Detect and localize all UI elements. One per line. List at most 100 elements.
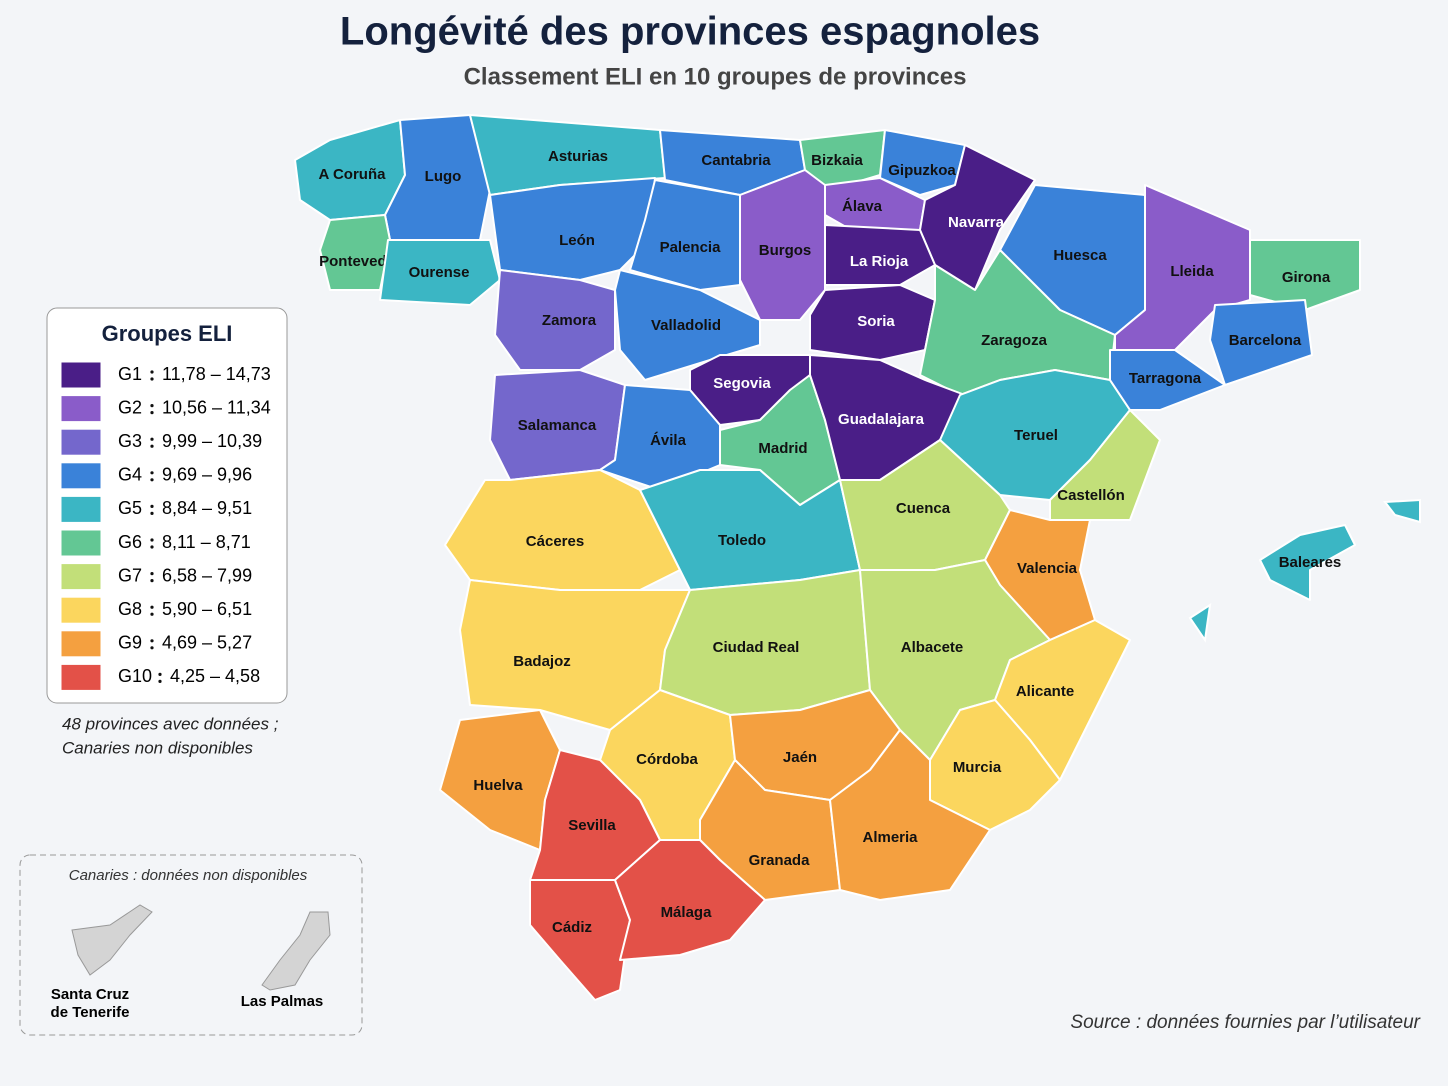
- province-label: Cáceres: [526, 533, 584, 550]
- legend-separator: [150, 377, 154, 381]
- island-label: de Tenerife: [51, 1004, 130, 1021]
- legend-range: 11,78 – 14,73: [162, 364, 271, 384]
- province-label: Madrid: [758, 440, 807, 457]
- province-label: Almeria: [862, 829, 918, 846]
- legend-swatch: [60, 663, 102, 691]
- legend-separator: [150, 504, 154, 508]
- legend-range: 9,69 – 9,96: [162, 465, 252, 485]
- province-label: Castellón: [1057, 487, 1125, 504]
- province-label: León: [559, 232, 595, 249]
- province-label: Segovia: [713, 375, 771, 392]
- legend-group: G9: [118, 633, 142, 653]
- legend-separator: [150, 605, 154, 609]
- province: [879, 129, 966, 196]
- legend-separator: [150, 639, 154, 643]
- province-label: Málaga: [661, 904, 713, 921]
- legend-swatch: [60, 563, 102, 591]
- island-label: Santa Cruz: [51, 986, 129, 1003]
- province-label: A Coruña: [319, 166, 387, 183]
- province-label: Córdoba: [636, 751, 698, 768]
- legend-group: G7: [118, 565, 142, 585]
- province: [1383, 498, 1421, 524]
- province-label: Soria: [857, 313, 895, 330]
- province-label: Jaén: [783, 749, 817, 766]
- province-label: Ávila: [650, 432, 687, 449]
- province: [1109, 349, 1226, 411]
- province-label: Albacete: [901, 639, 964, 656]
- legend-separator: [158, 679, 162, 684]
- province-label: Girona: [1282, 269, 1331, 286]
- canarias-title: Canaries : données non disponibles: [69, 867, 308, 884]
- legend-separator: [150, 646, 154, 650]
- legend-range: 6,58 – 7,99: [162, 565, 252, 585]
- province-label: Barcelona: [1229, 332, 1302, 349]
- province-label: Salamanca: [518, 417, 597, 434]
- legend-group: G4: [118, 465, 142, 485]
- legend-separator: [158, 672, 162, 677]
- province-label: Valladolid: [651, 317, 721, 334]
- province-label: Ciudad Real: [713, 639, 800, 656]
- province-label: Lleida: [1170, 263, 1214, 280]
- legend-swatch: [60, 596, 102, 624]
- note: Canaries non disponibles: [62, 738, 253, 757]
- province-label: Bizkaia: [811, 152, 863, 169]
- province-label: Asturias: [548, 148, 608, 165]
- legend-swatch: [60, 428, 102, 456]
- province: [1049, 409, 1161, 521]
- legend-separator: [150, 572, 154, 576]
- legend-separator: [150, 511, 154, 515]
- title: Longévité des provinces espagnoles: [340, 10, 1040, 54]
- note: 48 provinces avec données ;: [62, 714, 279, 733]
- province: [614, 839, 766, 961]
- legend-group: G5: [118, 498, 142, 518]
- legend-group: G10: [118, 666, 152, 686]
- province-label: Cantabria: [701, 152, 771, 169]
- legend-range: 4,69 – 5,27: [162, 633, 252, 653]
- legend-separator: [150, 612, 154, 616]
- province-label: Pontevedra: [319, 253, 401, 270]
- province-label: Lugo: [425, 168, 462, 185]
- legend-title: Groupes ELI: [102, 321, 233, 346]
- legend-separator: [150, 411, 154, 415]
- legend-swatch: [60, 462, 102, 490]
- provinces: A Coruña Lugo Pontevedra Ourense Asturias Leó…: [294, 114, 1421, 1001]
- legend-swatch: [60, 630, 102, 658]
- province: [494, 269, 616, 371]
- province-label: Navarra: [948, 214, 1005, 231]
- province-label: Zaragoza: [981, 332, 1048, 349]
- legend-group: G2: [118, 397, 142, 417]
- legend-range: 5,90 – 6,51: [162, 599, 252, 619]
- province-label: Zamora: [542, 312, 597, 329]
- province-label: Cuenca: [896, 500, 951, 517]
- province-label: Cádiz: [552, 919, 592, 936]
- legend-separator: [150, 478, 154, 482]
- tenerife-shape: [71, 904, 153, 976]
- legend-separator: [150, 579, 154, 583]
- province-label: Gipuzkoa: [888, 162, 956, 179]
- legend-swatch: [60, 361, 102, 389]
- legend-separator: [150, 538, 154, 542]
- legend-range: 10,56 – 11,34: [162, 397, 271, 417]
- legend-separator: [150, 545, 154, 549]
- province-label: Valencia: [1017, 560, 1078, 577]
- legend-swatch: [60, 395, 102, 423]
- province-label: Alicante: [1016, 683, 1074, 700]
- legend-separator: [150, 471, 154, 475]
- province-label: Granada: [749, 852, 811, 869]
- province-label: Álava: [842, 198, 883, 215]
- source: Source : données fournies par l’utilisat…: [1070, 1012, 1420, 1033]
- legend-swatch: [60, 529, 102, 557]
- province-label: Huesca: [1053, 247, 1107, 264]
- legend-box: [46, 307, 288, 704]
- legend-group: G3: [118, 431, 142, 451]
- province: [1249, 239, 1361, 311]
- province: [824, 224, 936, 286]
- legend-group: G8: [118, 599, 142, 619]
- province-label: Tarragona: [1129, 370, 1202, 387]
- legend-range: 8,11 – 8,71: [162, 532, 251, 552]
- island-label: Las Palmas: [241, 993, 324, 1010]
- province-label: Toledo: [718, 532, 766, 549]
- legend-range: 9,99 – 10,39: [162, 431, 262, 451]
- legend-range: 8,84 – 9,51: [162, 498, 252, 518]
